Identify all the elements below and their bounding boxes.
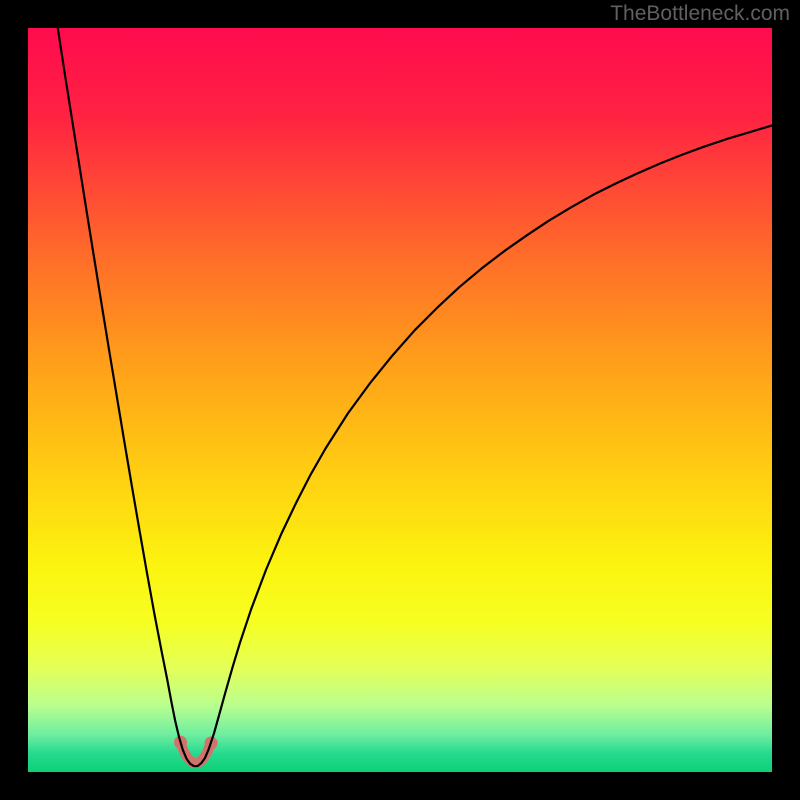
gradient-background — [28, 28, 772, 772]
bottleneck-chart — [0, 0, 800, 800]
chart-container: TheBottleneck.com — [0, 0, 800, 800]
